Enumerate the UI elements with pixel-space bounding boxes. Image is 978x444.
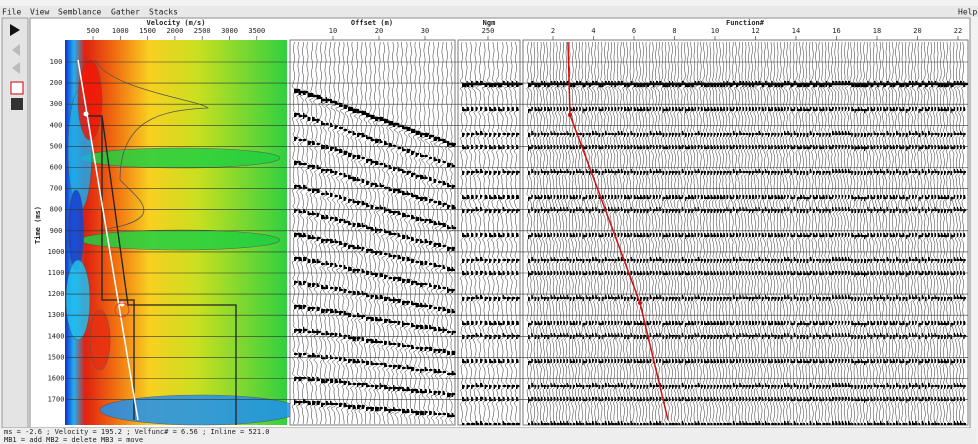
ngm-title: Ngm [483,19,496,27]
nmo-pick[interactable] [568,113,572,117]
status-readout: ms = -2.6 ; Velocity = 195.2 ; Velfunc# … [4,428,270,436]
panel-tick-label: 4 [591,27,595,35]
function-title: Function# [726,19,765,27]
status-help: MB1 = add MB2 = delete MB3 = move [4,436,143,444]
nmo-pick[interactable] [638,301,642,305]
panel-tick-label: 1000 [112,27,129,35]
time-tick-label: 400 [50,121,63,129]
panel-tick-label: 6 [632,27,636,35]
time-tick-label: 1200 [48,290,65,298]
time-tick-label: 1300 [48,311,65,319]
time-tick-label: 700 [50,185,63,193]
panel-tick-label: 14 [792,27,800,35]
pick-point[interactable] [120,302,125,307]
menu-help[interactable]: Help [958,8,977,17]
toolbar [2,18,28,428]
menu-item[interactable]: Stacks [149,8,178,17]
offset-title: Offset (m) [351,19,393,27]
panel-tick-label: 10 [711,27,719,35]
page: File View Semblance Gather Stacks Help Time … [0,0,978,444]
panel-tick-label: 16 [832,27,840,35]
time-tick-label: 1600 [48,375,65,383]
panel-tick-label: 18 [873,27,881,35]
time-tick-label: 1100 [48,269,65,277]
panel-tick-label: 3500 [248,27,265,35]
panel-tick-label: 2000 [166,27,183,35]
semblance-contour [90,310,110,370]
menu-item[interactable]: Gather [111,8,140,17]
semblance-contour [68,190,84,270]
panel-tick-label: 10 [329,27,337,35]
time-tick-label: 1400 [48,332,65,340]
panel-tick-label: 1500 [139,27,156,35]
time-axis-title: Time (ms) [34,206,42,244]
panel-tick-label: 20 [375,27,383,35]
panel-tick-label: 250 [482,27,495,35]
panel-tick-label: 20 [913,27,921,35]
time-tick-label: 600 [50,164,63,172]
panel-tick-label: 8 [672,27,676,35]
time-tick-label: 100 [50,58,63,66]
pick-point[interactable] [84,112,89,117]
semblance-contour [80,148,280,168]
app-window: File View Semblance Gather Stacks Help Time … [0,0,978,444]
offset-panel [290,40,455,425]
menu-bar [0,6,978,17]
time-tick-label: 200 [50,79,63,87]
semblance-contour [80,230,280,250]
panel-tick-label: 2 [551,27,555,35]
panel-tick-label: 500 [87,27,100,35]
time-tick-label: 1500 [48,353,65,361]
time-tick-label: 900 [50,227,63,235]
panel-tick-label: 22 [954,27,962,35]
time-tick-label: 500 [50,142,63,150]
panel-tick-label: 30 [421,27,429,35]
pick-tool[interactable] [11,82,23,94]
panel-tick-label: 12 [751,27,759,35]
display-tool[interactable] [11,98,23,110]
velocity-title: Velocity (m/s) [146,19,205,27]
menu-item[interactable]: Semblance [58,8,102,17]
panel-tick-label: 3000 [221,27,238,35]
semblance-contour [66,260,90,340]
time-tick-label: 800 [50,206,63,214]
time-tick-label: 300 [50,100,63,108]
panel-tick-label: 2500 [194,27,211,35]
menu-item[interactable]: File [2,8,21,17]
menu-item[interactable]: View [30,8,49,17]
time-tick-label: 1000 [48,248,65,256]
time-tick-label: 1700 [48,396,65,404]
